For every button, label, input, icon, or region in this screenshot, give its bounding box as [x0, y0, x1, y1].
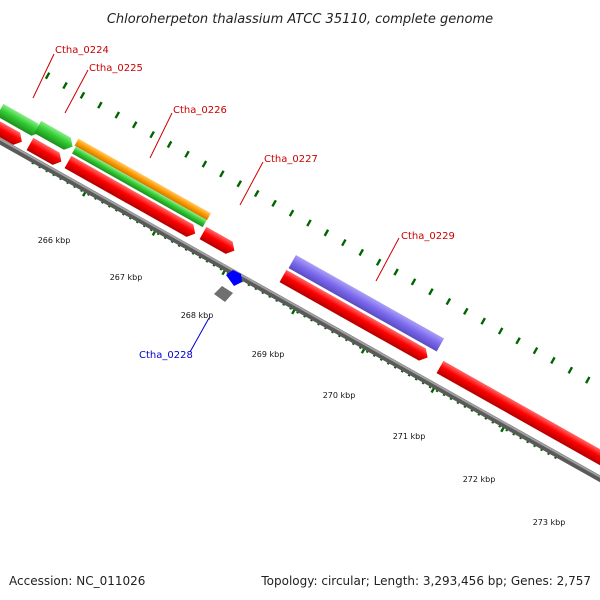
kbp-label-272: 272 kbp	[463, 475, 496, 484]
feature-ctha-0226-cds[interactable]	[64, 155, 199, 240]
kbp-label-269: 269 kbp	[252, 350, 285, 359]
gene-label-ctha-0227: Ctha_0227	[264, 154, 318, 165]
feature-ctha-0225-gene[interactable]	[34, 120, 76, 153]
gene-label-ctha-0224: Ctha_0224	[55, 45, 109, 56]
gene-label-ctha-0226: Ctha_0226	[173, 105, 227, 116]
feature-ctha-0226-orange[interactable]	[74, 138, 211, 221]
kbp-label-273: 273 kbp	[533, 518, 566, 527]
outer-tick-row	[44, 72, 591, 384]
map-title: Chloroherpeton thalassium ATCC 35110, co…	[107, 12, 493, 27]
accession-text: Accession: NC_011026	[9, 574, 145, 588]
kbp-label-271: 271 kbp	[393, 432, 426, 441]
gene-label-ctha-0228: Ctha_0228	[139, 350, 193, 361]
gene-labels: Ctha_0224 Ctha_0225 Ctha_0226 Ctha_0227 …	[55, 45, 455, 361]
feature-ctha-0228-gray[interactable]	[214, 286, 233, 302]
feature-ctha-0228-blue[interactable]	[226, 270, 242, 286]
genome-backbone	[0, 137, 600, 483]
feature-ctha-0226-gene[interactable]	[72, 146, 207, 228]
feature-ctha-0225-cds[interactable]	[26, 137, 65, 168]
feature-ctha-0227-cds[interactable]	[199, 226, 238, 257]
kbp-label-266: 266 kbp	[38, 236, 71, 245]
feature-ctha-0224-gene[interactable]	[0, 103, 44, 139]
topology-summary-text: Topology: circular; Length: 3,293,456 bp…	[260, 574, 591, 588]
kbp-label-267: 267 kbp	[110, 273, 143, 282]
kbp-label-268: 268 kbp	[181, 311, 214, 320]
gene-label-ctha-0225: Ctha_0225	[89, 63, 143, 74]
feature-cds-right-edge[interactable]	[436, 360, 600, 472]
feature-cds-left-edge[interactable]	[0, 119, 25, 148]
feature-ctha-0229-purple[interactable]	[288, 255, 445, 352]
gene-label-ctha-0229: Ctha_0229	[401, 231, 455, 242]
label-leader-lines	[32, 53, 400, 353]
feature-ctha-0229-cds[interactable]	[279, 269, 431, 364]
kbp-label-270: 270 kbp	[323, 391, 356, 400]
kbp-scale-labels: 266 kbp 267 kbp 268 kbp 269 kbp 270 kbp …	[38, 236, 566, 527]
